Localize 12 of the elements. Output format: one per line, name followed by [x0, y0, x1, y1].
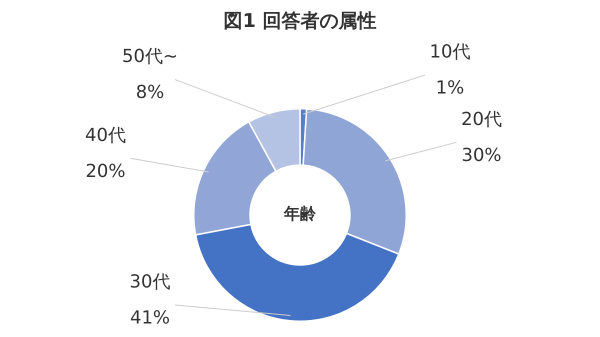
- data-label: 8%: [136, 82, 164, 104]
- slice-label: 50代~: [122, 46, 178, 68]
- text: 年齢: [283, 204, 317, 224]
- slice-label: 10代: [430, 42, 470, 63]
- data-label: 20%: [85, 160, 126, 182]
- slice-label: 40代: [85, 124, 126, 146]
- data-label: 41%: [130, 308, 170, 329]
- data-label: 30%: [462, 144, 502, 166]
- chart-title: 図1 回答者の属性: [224, 10, 376, 32]
- data-label: 1%: [436, 78, 464, 99]
- slice-label: 30代: [130, 272, 170, 293]
- slice-label: 20代: [461, 108, 502, 130]
